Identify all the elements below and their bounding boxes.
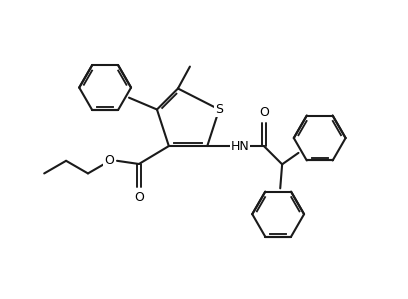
- Text: S: S: [215, 103, 223, 116]
- Text: O: O: [259, 106, 269, 119]
- Text: HN: HN: [231, 140, 249, 152]
- Text: O: O: [134, 191, 144, 204]
- Text: O: O: [104, 154, 114, 167]
